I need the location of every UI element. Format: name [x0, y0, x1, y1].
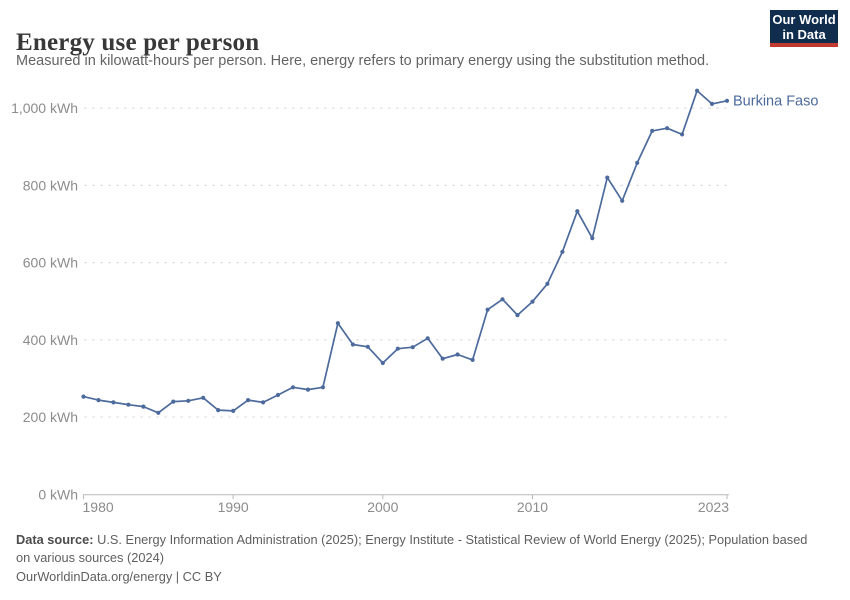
- data-point-2003[interactable]: [425, 336, 430, 341]
- data-source-text: U.S. Energy Information Administration (…: [16, 532, 808, 565]
- data-point-2017[interactable]: [635, 160, 640, 165]
- data-point-1983[interactable]: [126, 402, 131, 407]
- data-point-2000[interactable]: [380, 360, 385, 366]
- data-point-1980[interactable]: [81, 394, 86, 399]
- chart-canvas: 0 kWh 200 kWh 400 kWh 600 kWh 800 kWh 1,000 k…: [11, 88, 818, 515]
- y-axis-label-800: 800 kWh: [23, 177, 78, 193]
- data-point-2014[interactable]: [590, 236, 595, 241]
- owid-logo: Our World in Data: [770, 10, 838, 47]
- data-point-2019[interactable]: [665, 126, 670, 131]
- series-label[interactable]: Burkina Faso: [733, 93, 818, 109]
- data-point-2005[interactable]: [455, 352, 460, 357]
- data-point-2008[interactable]: [500, 297, 505, 302]
- data-point-2009[interactable]: [515, 313, 520, 318]
- y-axis-label-1000: 1,000 kWh: [11, 100, 78, 116]
- data-point-2023[interactable]: [724, 98, 730, 103]
- data-point-2012[interactable]: [560, 249, 565, 254]
- owid-logo-line1: Our World: [772, 11, 836, 27]
- chart-subtitle: Measured in kilowatt-hours per person. H…: [16, 53, 710, 69]
- y-axis-label-600: 600 kWh: [23, 255, 78, 271]
- data-point-1986[interactable]: [171, 399, 176, 404]
- data-point-1981[interactable]: [96, 398, 101, 403]
- data-point-2006[interactable]: [470, 357, 475, 362]
- data-point-2004[interactable]: [440, 356, 445, 361]
- data-point-2011[interactable]: [545, 281, 550, 286]
- data-point-1987[interactable]: [186, 398, 191, 403]
- data-point-1990[interactable]: [231, 408, 236, 413]
- data-point-2007[interactable]: [485, 307, 490, 312]
- x-axis-label-2010: 2010: [517, 499, 548, 515]
- footer-sources: Data source: U.S. Energy Information Adm…: [16, 531, 822, 567]
- data-point-2018[interactable]: [650, 128, 655, 133]
- data-point-1993[interactable]: [275, 392, 281, 398]
- data-point-2010[interactable]: [530, 299, 535, 304]
- y-axis-label-0: 0 kWh: [38, 486, 78, 502]
- x-axis-label-2023: 2023: [698, 499, 729, 515]
- data-point-2013[interactable]: [575, 209, 580, 214]
- data-source-label: Data source:: [16, 532, 94, 547]
- page-title: Energy use per person: [16, 28, 260, 56]
- data-point-2002[interactable]: [410, 345, 415, 350]
- data-point-1999[interactable]: [365, 344, 370, 349]
- x-axis-label-1980: 1980: [83, 499, 114, 515]
- data-point-1996[interactable]: [320, 385, 325, 390]
- y-axis-label-400: 400 kWh: [23, 332, 78, 348]
- data-point-1985[interactable]: [156, 410, 161, 415]
- data-point-1997[interactable]: [335, 321, 340, 326]
- x-axis-label-1990: 1990: [218, 499, 249, 515]
- data-point-1988[interactable]: [201, 395, 206, 400]
- data-point-1989[interactable]: [216, 408, 221, 413]
- data-point-1994[interactable]: [290, 385, 296, 390]
- y-axis-label-200: 200 kWh: [23, 409, 78, 425]
- owid-logo-line2: in Data: [782, 26, 826, 42]
- data-point-2022[interactable]: [709, 101, 715, 106]
- x-axis-label-2000: 2000: [367, 499, 398, 515]
- data-point-1984[interactable]: [141, 404, 146, 409]
- data-point-1992[interactable]: [261, 400, 266, 405]
- data-point-2016[interactable]: [620, 198, 625, 203]
- data-point-1998[interactable]: [350, 342, 355, 347]
- data-point-1991[interactable]: [246, 398, 251, 403]
- data-point-2001[interactable]: [395, 346, 400, 351]
- footer-license: OurWorldinData.org/energy | CC BY: [16, 569, 222, 584]
- data-point-2015[interactable]: [605, 175, 610, 180]
- data-point-2020[interactable]: [680, 132, 685, 137]
- data-point-1982[interactable]: [111, 400, 116, 405]
- series-line-burkina-faso[interactable]: [82, 89, 728, 414]
- data-point-2021[interactable]: [695, 88, 700, 93]
- data-point-1995[interactable]: [305, 387, 311, 392]
